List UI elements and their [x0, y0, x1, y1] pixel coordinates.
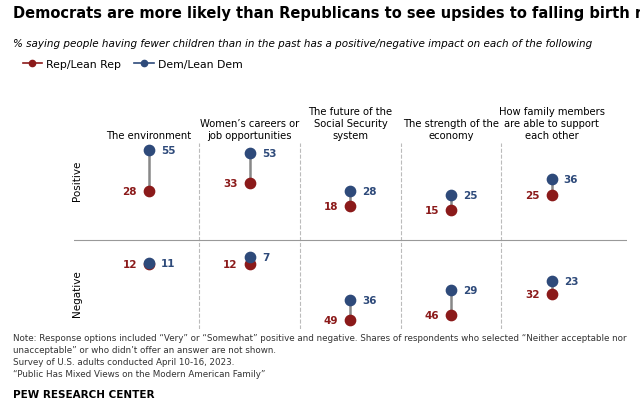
Text: 55: 55 [161, 146, 175, 156]
Text: 7: 7 [262, 252, 269, 262]
Point [547, 291, 557, 298]
Text: Note: Response options included “Very” or “Somewhat” positive and negative. Shar: Note: Response options included “Very” o… [13, 333, 627, 378]
Text: 32: 32 [525, 290, 540, 300]
Text: 11: 11 [161, 258, 175, 268]
Text: 49: 49 [324, 315, 339, 325]
Text: Negative: Negative [72, 270, 82, 317]
Point [547, 193, 557, 199]
Text: % saying people having fewer children than in the past has a positive/negative i: % saying people having fewer children th… [13, 39, 592, 49]
Point [346, 188, 356, 195]
Point [244, 180, 255, 187]
Text: 36: 36 [362, 296, 377, 306]
Text: 36: 36 [564, 174, 579, 184]
Point [547, 176, 557, 182]
Point [244, 254, 255, 260]
Text: 29: 29 [463, 285, 477, 295]
Text: 23: 23 [564, 276, 579, 286]
Point [346, 317, 356, 324]
Point [446, 207, 456, 214]
Text: The environment: The environment [106, 131, 191, 141]
Text: PEW RESEARCH CENTER: PEW RESEARCH CENTER [13, 389, 154, 399]
Text: Women’s careers or
job opportunities: Women’s careers or job opportunities [200, 119, 300, 141]
Text: 18: 18 [324, 201, 339, 211]
Point [547, 278, 557, 284]
Point [144, 188, 154, 195]
Point [144, 261, 154, 268]
Text: The strength of the
economy: The strength of the economy [403, 119, 499, 141]
Point [144, 260, 154, 266]
Point [346, 203, 356, 209]
Text: Democrats are more likely than Republicans to see upsides to falling birth rate: Democrats are more likely than Republica… [13, 6, 640, 21]
Point [144, 147, 154, 154]
Text: 53: 53 [262, 149, 276, 159]
Text: 33: 33 [223, 179, 237, 189]
Point [446, 287, 456, 293]
Point [446, 312, 456, 319]
Legend: Rep/Lean Rep, Dem/Lean Dem: Rep/Lean Rep, Dem/Lean Dem [18, 55, 247, 74]
Point [244, 261, 255, 268]
Point [446, 193, 456, 199]
Text: 28: 28 [122, 186, 137, 196]
Text: 12: 12 [122, 260, 137, 270]
Text: The future of the
Social Security
system: The future of the Social Security system [308, 106, 392, 141]
Text: 25: 25 [525, 191, 540, 201]
Text: 46: 46 [424, 311, 439, 321]
Text: Positive: Positive [72, 161, 82, 201]
Text: 28: 28 [362, 186, 377, 196]
Text: How family members
are able to support
each other: How family members are able to support e… [499, 106, 605, 141]
Text: 12: 12 [223, 260, 237, 270]
Point [244, 151, 255, 157]
Text: 25: 25 [463, 191, 477, 201]
Point [346, 297, 356, 304]
Text: 15: 15 [424, 206, 439, 216]
